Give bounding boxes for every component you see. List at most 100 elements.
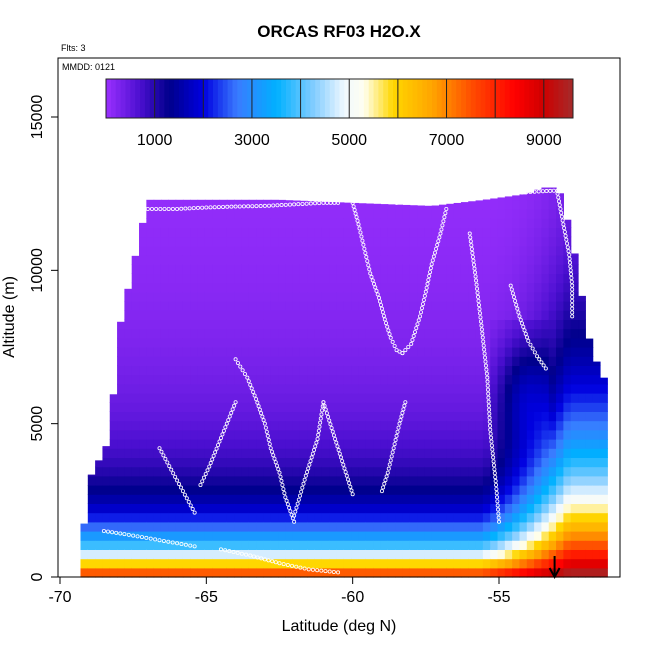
track-point	[480, 331, 485, 336]
heatmap-cell	[380, 393, 389, 403]
heatmap-cell	[190, 402, 199, 412]
heatmap-cell	[534, 337, 543, 348]
heatmap-cell	[307, 218, 316, 228]
heatmap-cell	[278, 374, 286, 385]
heatmap-cell	[556, 310, 564, 320]
x-axis: -70 -65 -60 -55	[48, 576, 511, 606]
heatmap-cell	[585, 549, 594, 560]
heatmap-cell	[278, 521, 286, 532]
heatmap-cell	[351, 567, 360, 578]
heatmap-cell	[395, 374, 404, 385]
colorbar-swatch	[490, 79, 496, 118]
heatmap-cell	[395, 558, 404, 569]
heatmap-cell	[153, 420, 162, 431]
heatmap-cell	[160, 466, 169, 477]
heatmap-cell	[548, 448, 557, 458]
heatmap-cell	[526, 466, 535, 477]
heatmap-cell	[131, 310, 140, 320]
heatmap-cell	[175, 328, 184, 339]
heatmap-cell	[556, 540, 564, 550]
heatmap-cell	[387, 466, 396, 477]
track-point	[270, 559, 275, 564]
heatmap-cell	[343, 374, 352, 385]
heatmap-cell	[241, 301, 250, 311]
heatmap-cell	[182, 218, 191, 228]
heatmap-cell	[395, 494, 404, 504]
heatmap-cell	[490, 365, 499, 376]
heatmap-cell	[446, 356, 455, 366]
heatmap-cell	[263, 347, 272, 357]
heatmap-cell	[307, 558, 316, 569]
track-point	[233, 400, 238, 405]
track-point	[251, 554, 256, 559]
heatmap-cell	[351, 310, 360, 320]
track-point	[570, 310, 575, 315]
heatmap-cell	[234, 494, 243, 504]
heatmap-cell	[585, 420, 594, 431]
heatmap-cell	[402, 209, 411, 219]
heatmap-cell	[329, 402, 338, 412]
heatmap-cell	[182, 273, 191, 284]
heatmap-cell	[278, 429, 286, 440]
track-point	[465, 194, 470, 199]
heatmap-cell	[439, 356, 447, 366]
heatmap-cell	[365, 255, 374, 265]
heatmap-cell	[446, 439, 455, 449]
track-point	[330, 429, 335, 434]
heatmap-cell	[358, 209, 367, 219]
heatmap-cell	[234, 264, 243, 274]
heatmap-cell	[439, 328, 447, 339]
heatmap-cell	[402, 310, 411, 320]
heatmap-cell	[417, 337, 425, 348]
heatmap-cell	[256, 540, 265, 550]
heatmap-cell	[256, 273, 265, 284]
heatmap-cell	[541, 190, 550, 201]
heatmap-cell	[226, 485, 235, 495]
heatmap-cell	[234, 282, 243, 293]
heatmap-cell	[204, 264, 213, 274]
heatmap-cell	[256, 503, 265, 514]
track-point	[310, 451, 315, 456]
heatmap-cell	[285, 540, 294, 550]
heatmap-cell	[490, 503, 499, 514]
track-point	[496, 515, 501, 520]
track-point	[540, 189, 545, 194]
arrow-head	[548, 567, 561, 580]
heatmap-cell	[95, 460, 104, 468]
heatmap-cell	[519, 393, 528, 403]
heatmap-cell	[563, 219, 572, 228]
heatmap-cell	[585, 567, 594, 578]
heatmap-cell	[131, 319, 140, 330]
heatmap-cell	[402, 328, 411, 339]
heatmap-cell	[256, 347, 265, 357]
heatmap-cell	[417, 540, 425, 550]
heatmap-cell	[365, 402, 374, 412]
heatmap-cell	[424, 439, 433, 449]
heatmap-cell	[534, 189, 543, 192]
heatmap-cell	[219, 310, 228, 320]
track-point	[292, 519, 297, 524]
track-point	[318, 420, 323, 425]
heatmap-cell	[197, 540, 206, 550]
track-point	[241, 204, 246, 209]
heatmap-cell	[343, 558, 352, 569]
heatmap-cell	[409, 466, 418, 477]
heatmap-cell	[548, 503, 557, 514]
heatmap-cell	[482, 475, 491, 486]
track-point	[221, 428, 226, 433]
heatmap-cell	[541, 393, 550, 403]
heatmap-cell	[402, 420, 411, 431]
heatmap-cell	[519, 374, 528, 385]
heatmap-cell	[482, 365, 491, 376]
heatmap-cell	[358, 227, 367, 238]
heatmap-cell	[534, 245, 543, 256]
track-point	[366, 263, 371, 268]
heatmap-cell	[153, 264, 162, 274]
heatmap-cell	[402, 337, 411, 348]
heatmap-cell	[87, 549, 96, 560]
heatmap-cell	[512, 531, 521, 541]
track-point	[472, 266, 477, 271]
heatmap-cell	[307, 567, 316, 578]
heatmap-cell	[475, 337, 484, 348]
heatmap-cell	[439, 383, 447, 394]
